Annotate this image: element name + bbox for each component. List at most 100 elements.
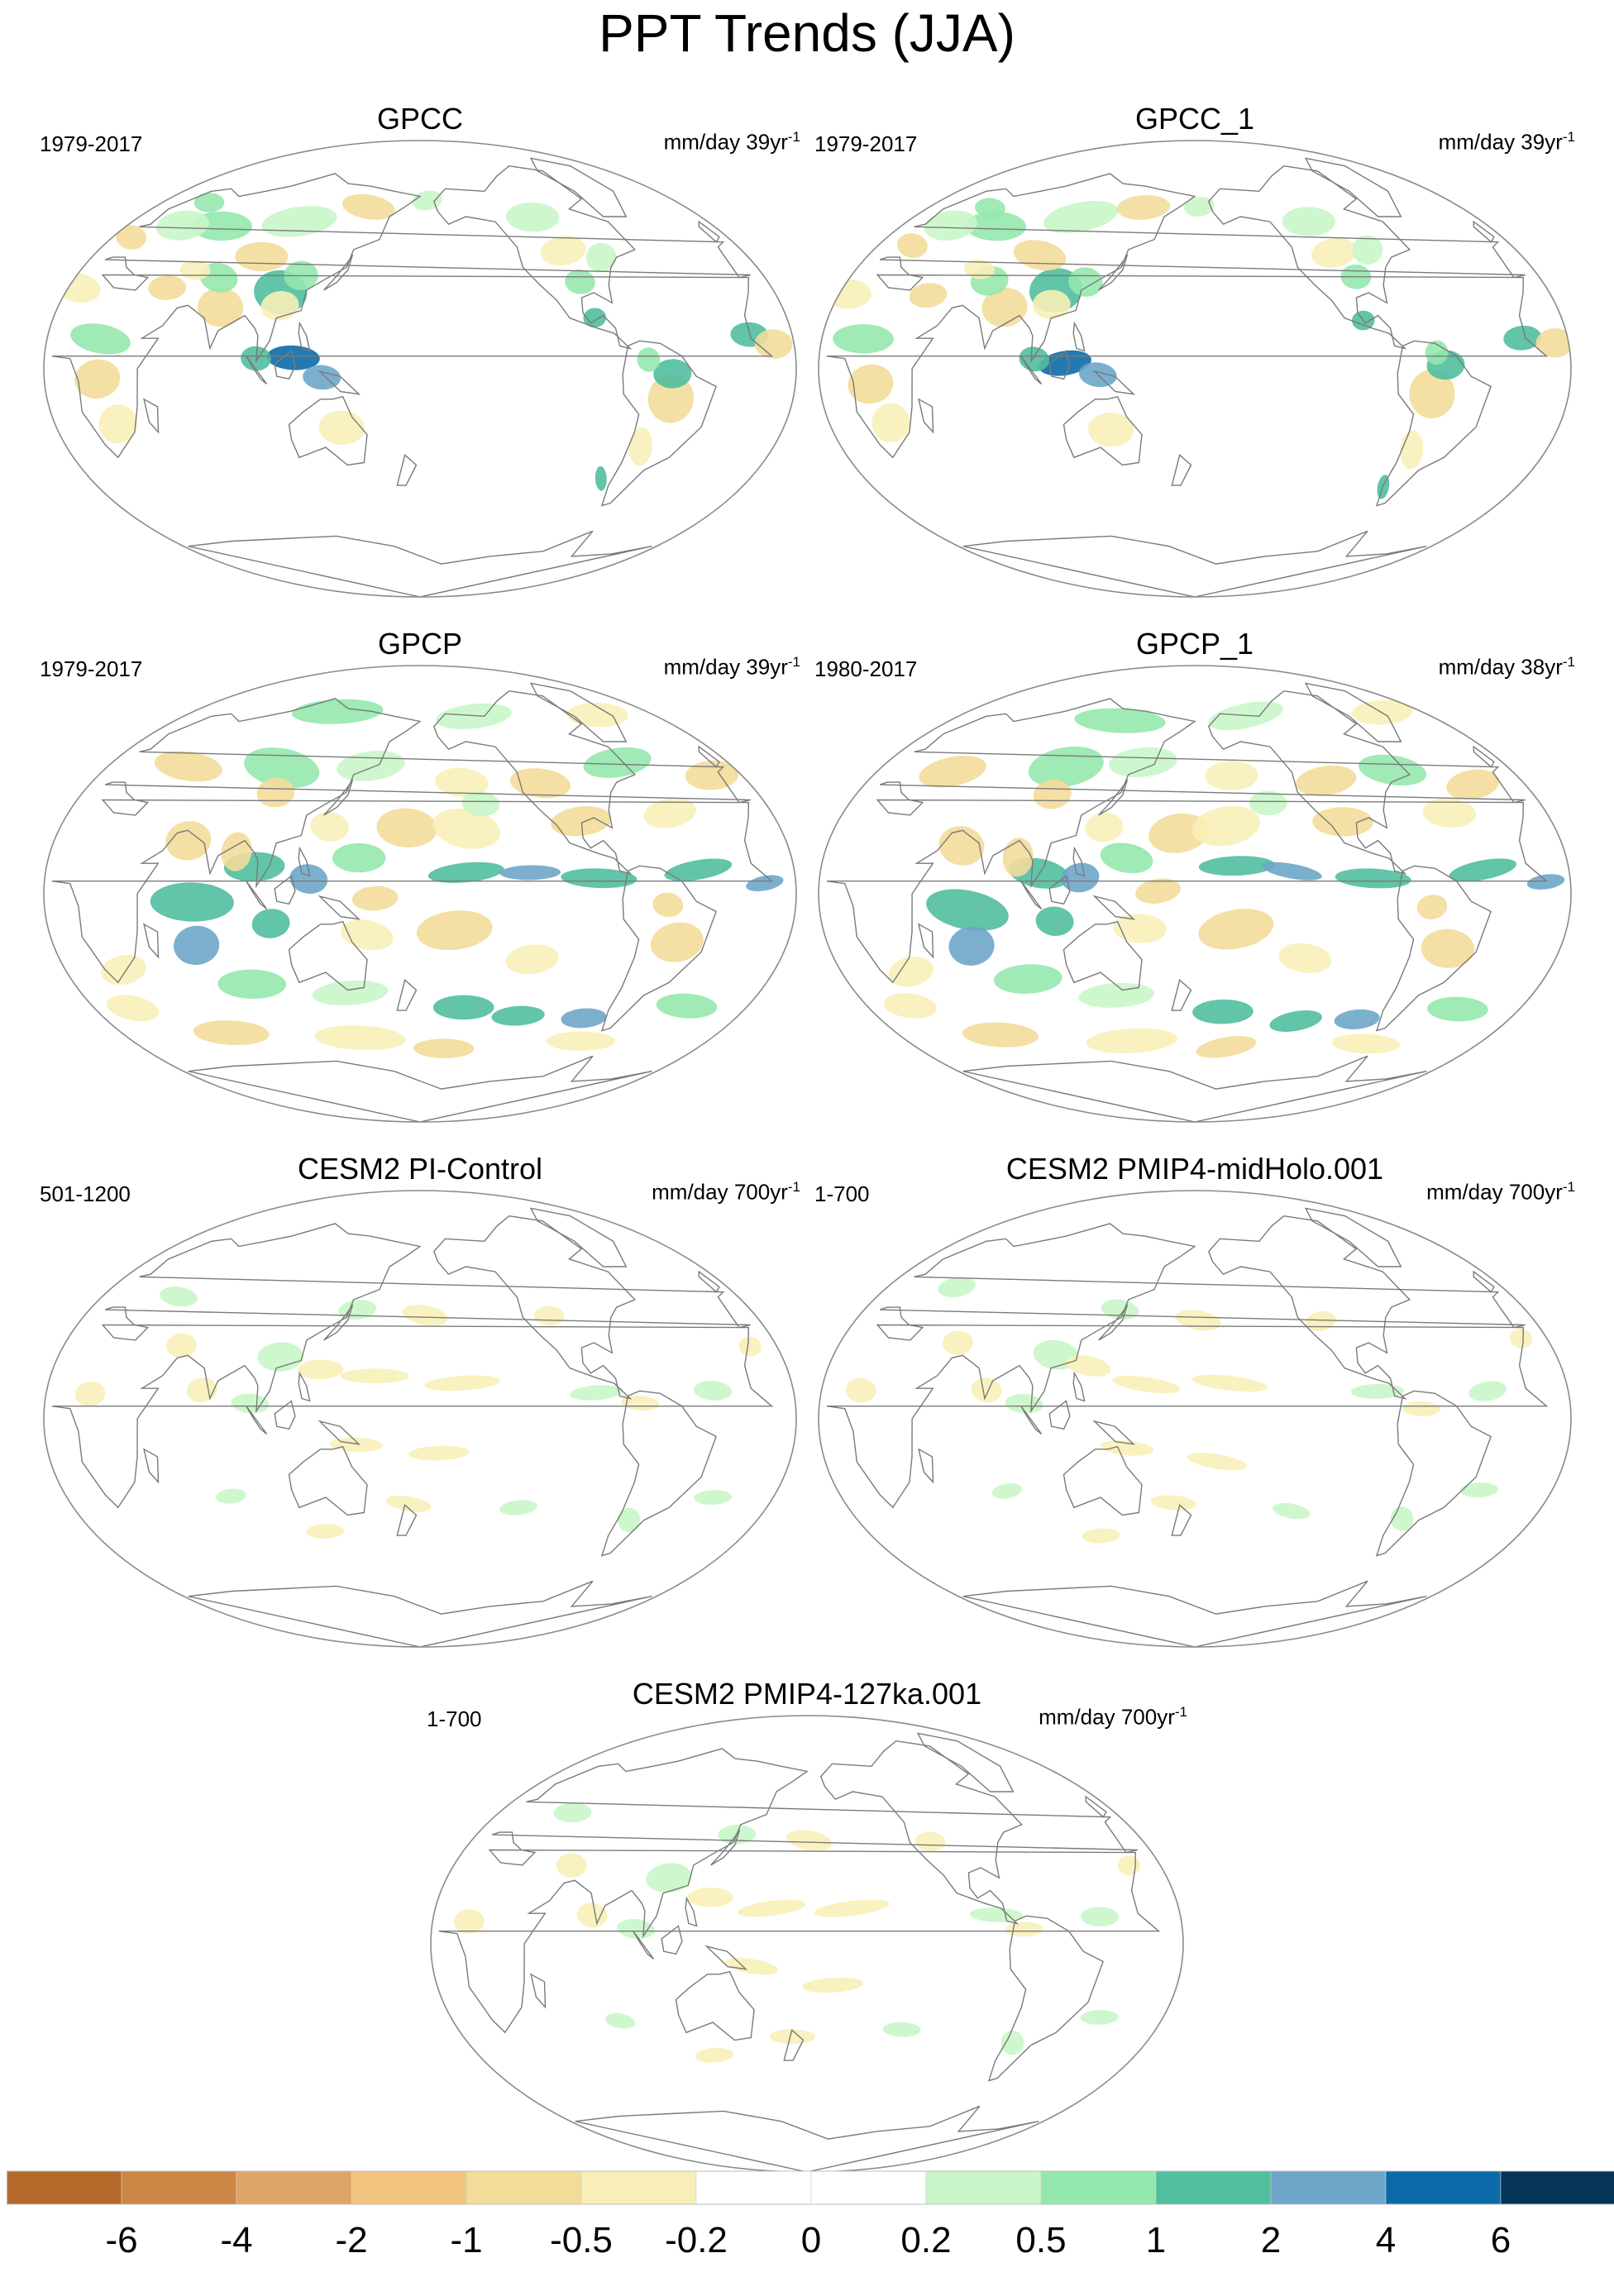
colorbar-tick-label: -1 — [450, 2220, 482, 2260]
coast-south-america — [600, 340, 717, 507]
world-map — [43, 140, 797, 598]
coast-new-guinea — [318, 370, 361, 395]
colorbar-tick-label: 0.5 — [1015, 2220, 1066, 2260]
coast-australia — [1062, 1445, 1143, 1516]
coast-greenland — [1304, 682, 1402, 742]
map-panel-gpcp: GPCP 1979-2017 mm/day 39yr-1 — [40, 626, 800, 1123]
map-panel-cesm2-picontrol: CESM2 PI-Control 501-1200 mm/day 700yr-1 — [40, 1151, 800, 1648]
coast-new-guinea — [318, 895, 361, 920]
panel-units: mm/day 38yr-1 — [1438, 654, 1575, 680]
coast-japan — [1098, 1304, 1129, 1341]
map-frame — [818, 1190, 1572, 1648]
coast-philippines — [298, 321, 311, 352]
coast-antarctica — [962, 1055, 1427, 1122]
coast-borneo-indonesia — [1048, 350, 1071, 380]
coast-madagascar — [530, 1973, 547, 2009]
colorbar-swatch — [1270, 2170, 1387, 2205]
panel-units: mm/day 700yr-1 — [1039, 1704, 1187, 1730]
coast-borneo-indonesia — [661, 1925, 683, 1955]
panel-period: 1-700 — [427, 1706, 482, 1731]
colorbar-tick-label: 0 — [801, 2220, 821, 2260]
coast-madagascar — [918, 923, 934, 959]
map-frame — [43, 140, 797, 598]
map-frame — [818, 665, 1572, 1123]
coast-uk — [1473, 220, 1495, 243]
coast-greenland — [529, 157, 628, 217]
panel-units: mm/day 39yr-1 — [663, 129, 800, 155]
coast-sumatra — [246, 356, 268, 384]
coast-eurasia-africa — [51, 173, 774, 459]
colorbar-swatch — [810, 2170, 927, 2205]
colorbar-swatch — [466, 2170, 582, 2205]
coast-uk — [1085, 1795, 1107, 1818]
panel-units: mm/day 700yr-1 — [652, 1179, 800, 1205]
colorbar-tick-label: -0.5 — [550, 2220, 613, 2260]
coastlines — [51, 1207, 774, 1647]
colorbar-swatch — [695, 2170, 812, 2205]
coast-madagascar — [143, 398, 160, 434]
colorbar-tick-label: -0.2 — [665, 2220, 728, 2260]
coast-antarctica — [188, 1580, 652, 1647]
colorbar-swatch — [1500, 2170, 1614, 2205]
coast-eurasia-africa — [438, 1748, 1161, 2034]
coast-madagascar — [143, 1448, 160, 1484]
trend-field — [74, 1286, 762, 1539]
coast-antarctica — [962, 530, 1427, 597]
colorbar-tick-label: 4 — [1376, 2220, 1396, 2260]
coast-australia — [1062, 395, 1143, 466]
colorbar-tick-label: -4 — [220, 2220, 252, 2260]
colorbar-swatch — [580, 2170, 697, 2205]
coast-south-america — [600, 865, 717, 1032]
map-panel-gpcc: GPCC 1979-2017 mm/day 39yr-1 — [40, 101, 800, 598]
colorbar-tick-label: -2 — [335, 2220, 367, 2260]
coastlines — [826, 1207, 1549, 1647]
coast-japan — [323, 779, 354, 816]
colorbar-tick-label: 2 — [1261, 2220, 1281, 2260]
map-panel-gpcc-1: GPCC_1 1979-2017 mm/day 39yr-1 — [814, 101, 1575, 598]
coast-uk — [1473, 1270, 1495, 1293]
coastlines — [51, 682, 774, 1122]
world-map — [43, 665, 797, 1123]
coast-greenland — [916, 1732, 1015, 1792]
colorbar-tick-label: -6 — [105, 2220, 137, 2260]
coast-japan — [323, 254, 354, 291]
coast-eurasia-africa — [826, 173, 1549, 459]
coast-japan — [323, 1304, 354, 1341]
coast-new-zealand — [1171, 979, 1192, 1011]
panel-units: mm/day 39yr-1 — [663, 654, 800, 680]
coast-australia — [288, 395, 368, 466]
panel-period: 1979-2017 — [40, 656, 143, 681]
coast-new-zealand — [1171, 1504, 1192, 1536]
coast-antarctica — [962, 1580, 1427, 1647]
colorbar-tick-label: 6 — [1491, 2220, 1511, 2260]
colorbar-tick-label: 0.2 — [900, 2220, 951, 2260]
coast-philippines — [1072, 321, 1086, 352]
coastlines — [438, 1732, 1161, 2172]
coastlines — [826, 157, 1549, 597]
coast-borneo-indonesia — [274, 875, 296, 905]
coastlines — [826, 682, 1549, 1122]
coast-uk — [698, 220, 720, 243]
panel-period: 1979-2017 — [814, 131, 918, 156]
coast-sumatra — [1020, 1406, 1043, 1434]
coast-greenland — [529, 682, 628, 742]
coastlines — [51, 157, 774, 597]
coast-antarctica — [575, 2105, 1039, 2172]
coast-philippines — [1072, 846, 1086, 877]
coast-sumatra — [1020, 356, 1043, 384]
coast-south-america — [1375, 1390, 1492, 1557]
panel-period: 501-1200 — [40, 1181, 131, 1206]
colorbar-swatch — [1385, 2170, 1502, 2205]
coast-new-zealand — [783, 2029, 805, 2061]
coast-borneo-indonesia — [274, 350, 296, 380]
coast-philippines — [1072, 1371, 1086, 1402]
coast-south-america — [600, 1390, 717, 1557]
coast-japan — [1098, 779, 1129, 816]
world-map — [43, 1190, 797, 1648]
world-map — [818, 665, 1572, 1123]
coast-south-america — [987, 1915, 1104, 2082]
coast-greenland — [1304, 157, 1402, 217]
world-map — [818, 1190, 1572, 1648]
colorbar-swatch — [1155, 2170, 1272, 2205]
coast-eurasia-africa — [51, 698, 774, 984]
